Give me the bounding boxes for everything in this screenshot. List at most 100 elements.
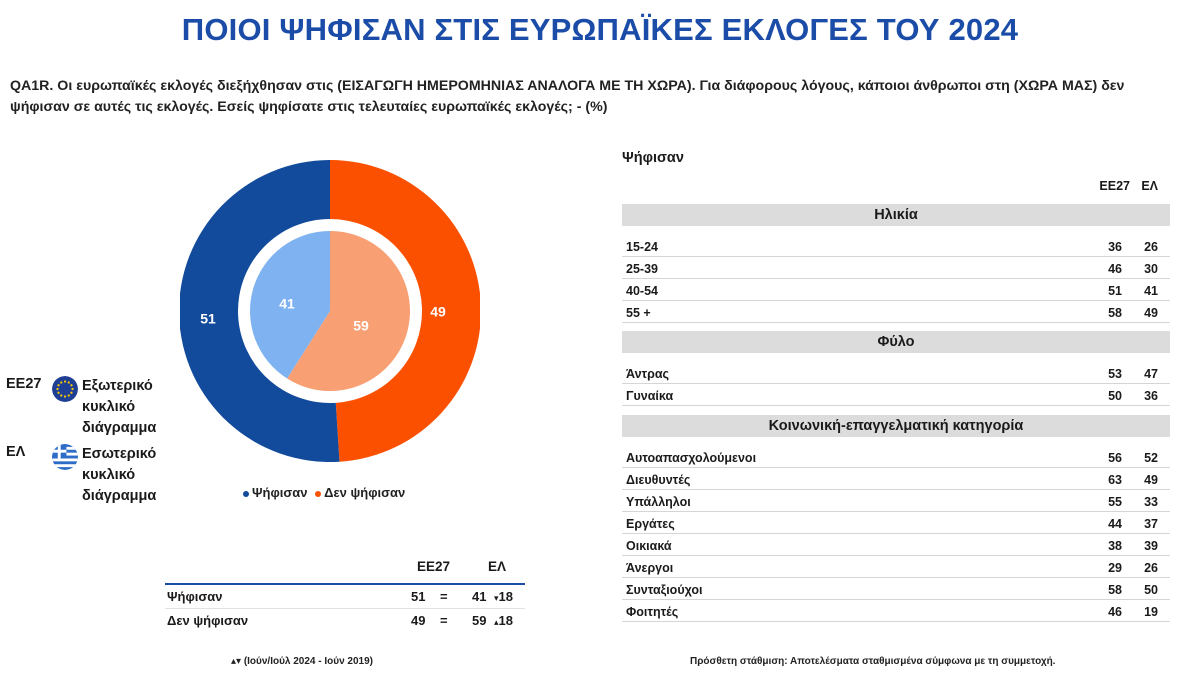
summary-header: ΕΕ27 ΕΛ (165, 555, 525, 585)
eu-flag-icon (52, 376, 78, 402)
row-gr-value: 39 (1144, 539, 1158, 553)
demographics-table: Ψήφισαν ΕΕ27 ΕΛ Ηλικία 15-24 36 26 25-39 46 30… (622, 150, 1170, 622)
row-eu27-value: 63 (1108, 473, 1122, 487)
demographics-sections: Ηλικία 15-24 36 26 25-39 46 30 40-54 51 41 55 + 58 4… (622, 204, 1170, 622)
row-eu27-value: 58 (1108, 306, 1122, 320)
section-header: Κοινωνική-επαγγελματική κατηγορία (622, 415, 1170, 437)
eu-star (71, 387, 74, 391)
eu-star (57, 391, 60, 394)
inner-label-not-voted: 59 (353, 318, 369, 334)
inner-slice-voted (250, 231, 330, 379)
table-row: Αυτοαπασχολούμενοι 56 52 (622, 446, 1170, 468)
summary-row-change: ▴18 (494, 613, 513, 628)
question-text: QA1R. Οι ευρωπαϊκές εκλογές διεξήχθησαν … (10, 78, 1125, 115)
summary-row-gr: 59 (472, 613, 487, 628)
row-gr-value: 30 (1144, 262, 1158, 276)
row-eu27-value: 46 (1108, 262, 1122, 276)
row-label: Υπάλληλοι (626, 495, 691, 509)
row-gr-value: 33 (1144, 495, 1158, 509)
legend-not-voted-label: Δεν ψήφισαν (324, 485, 406, 500)
section-header: Ηλικία (622, 204, 1170, 226)
eu-star (63, 380, 67, 383)
row-label: Φοιτητές (626, 605, 679, 619)
summary-row-eq: = (440, 613, 448, 628)
legend-gr-desc: Εσωτερικό κυκλικό διάγραμμα (82, 446, 157, 504)
summary-row: Δεν ψήφισαν 49 = 59 ▴18 (165, 608, 525, 631)
eu-star (60, 394, 63, 397)
row-label: 40-54 (626, 284, 658, 298)
row-label: 25-39 (626, 262, 658, 276)
page-title: ΠΟΙΟΙ ΨΗΦΙΣΑΝ ΣΤΙΣ ΕΥΡΩΠΑΪΚΕΣ ΕΚΛΟΓΕΣ ΤΟ… (181, 12, 1019, 47)
table-row: Εργάτες 44 37 (622, 512, 1170, 534)
table-row: Άνεργοι 29 26 (622, 556, 1170, 578)
table-row: Διευθυντές 63 49 (622, 468, 1170, 490)
summary-row: Ψήφισαν 51 = 41 ▾18 (165, 585, 525, 608)
eu-star (67, 394, 70, 397)
table-row: Γυναίκα 50 36 (622, 384, 1170, 406)
outer-slice-voted (180, 160, 340, 462)
legend-eu27-desc: Εξωτερικό κυκλικό διάγραμμα (82, 378, 157, 436)
summary-col-eu27: ΕΕ27 (417, 559, 451, 574)
legend-eu27-code: ΕΕ27 (6, 376, 42, 392)
legend-gr-code: ΕΛ (6, 444, 26, 460)
row-gr-value: 49 (1144, 306, 1158, 320)
summary-row-eu: 51 (411, 589, 426, 604)
row-gr-value: 26 (1144, 240, 1158, 254)
row-eu27-value: 55 (1108, 495, 1122, 509)
table-row: 55 + 58 49 (622, 301, 1170, 323)
table-row: 25-39 46 30 (622, 257, 1170, 279)
greek-flag-icon (52, 444, 78, 470)
row-eu27-value: 51 (1108, 284, 1122, 298)
table-row: Φοιτητές 46 19 (622, 600, 1170, 622)
table-row: Συνταξιούχοι 58 50 (622, 578, 1170, 600)
summary-row-label: Ψήφισαν (167, 589, 223, 604)
demographics-col-gr: ΕΛ (1141, 179, 1158, 193)
row-eu27-value: 36 (1108, 240, 1122, 254)
eu-star (57, 384, 60, 387)
row-gr-value: 50 (1144, 583, 1158, 597)
table-row: 15-24 36 26 (622, 235, 1170, 257)
row-gr-value: 26 (1144, 561, 1158, 575)
row-label: 15-24 (626, 240, 658, 254)
row-gr-value: 19 (1144, 605, 1158, 619)
row-eu27-value: 29 (1108, 561, 1122, 575)
table-row: Οικιακά 38 39 (622, 534, 1170, 556)
summary-row-change: ▾18 (494, 589, 513, 604)
table-row: 40-54 51 41 (622, 279, 1170, 301)
inner-slice-not-voted (287, 231, 410, 391)
row-label: Εργάτες (626, 517, 675, 531)
row-label: 55 + (626, 306, 651, 320)
eu-star (70, 384, 73, 387)
summary-row-eq: = (440, 589, 448, 604)
donut-chart: 51 49 41 59 (180, 160, 480, 462)
row-eu27-value: 46 (1108, 605, 1122, 619)
eu-star (67, 381, 70, 384)
row-eu27-value: 38 (1108, 539, 1122, 553)
row-label: Συνταξιούχοι (626, 583, 703, 597)
row-label: Γυναίκα (626, 389, 674, 403)
demographics-column-header: ΕΕ27 ΕΛ (622, 179, 1170, 199)
row-eu27-value: 56 (1108, 451, 1122, 465)
legend-eu27: ΕΕ27 Εξωτερικό κυκλικό διάγραμμα (6, 376, 206, 442)
eu-star (60, 381, 63, 384)
legend-dot-not-voted (315, 490, 322, 497)
summary-row-label: Δεν ψήφισαν (167, 613, 249, 628)
summary-row-gr: 41 (472, 589, 487, 604)
footnote-trend: ▴▾ (Ιούν/Ιούλ 2024 - Ιούν 2019) (231, 656, 373, 667)
outer-label-voted: 51 (200, 311, 216, 327)
outer-slice-not-voted (330, 160, 480, 462)
row-gr-value: 41 (1144, 284, 1158, 298)
row-gr-value: 47 (1144, 367, 1158, 381)
table-row: Υπάλληλοι 55 33 (622, 490, 1170, 512)
row-gr-value: 36 (1144, 389, 1158, 403)
demographics-heading: Ψήφισαν (622, 150, 684, 166)
row-gr-value: 49 (1144, 473, 1158, 487)
demographics-col-eu27: ΕΕ27 (1099, 179, 1130, 193)
row-gr-value: 37 (1144, 517, 1158, 531)
outer-label-not-voted: 49 (430, 304, 446, 320)
table-row: Άντρας 53 47 (622, 362, 1170, 384)
row-eu27-value: 58 (1108, 583, 1122, 597)
summary-col-gr: ΕΛ (488, 559, 507, 574)
legend-gr: ΕΛ Εσωτερικό κυκλικό διάγραμμα (6, 444, 206, 510)
row-eu27-value: 53 (1108, 367, 1122, 381)
